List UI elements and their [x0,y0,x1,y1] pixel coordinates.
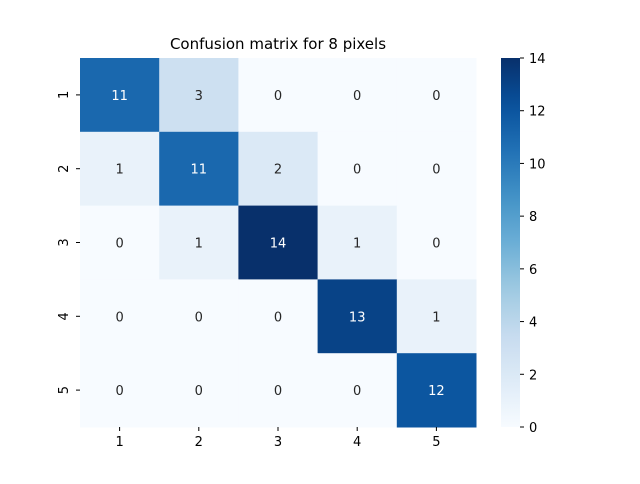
y-tick-label-2: 2 [57,165,72,173]
heatmap-cell-r5-c1 [80,353,160,428]
heatmap-cell-r2-c3 [238,131,319,207]
y-tick-label-1: 1 [57,91,72,99]
heatmap-cell-r3-c2 [159,205,239,280]
cell-value-label-r5-c1: 0 [115,384,123,399]
cell-value-label-r5-c4: 0 [353,384,361,399]
heatmap-cell-r4-c3 [238,279,319,354]
heatmap-cell-r1-c1 [80,58,160,133]
colorbar-tick-label-14: 14 [529,52,546,67]
heatmap-cell-r5-c3 [238,353,319,428]
x-tick-label-4: 4 [353,435,361,450]
heatmap-cell-r2-c1 [80,131,160,207]
cell-value-label-r5-c2: 0 [195,384,203,399]
colorbar-tick-label-12: 12 [529,105,546,120]
cell-value-label-r1-c4: 0 [353,89,361,104]
y-axis-ticks: 1 2 3 4 5 [57,91,80,394]
heatmap-cell-r5-c4 [317,353,398,428]
x-tick-label-2: 2 [195,435,203,450]
cell-value-label-r3-c2: 1 [195,237,203,252]
cell-value-label-r1-c3: 0 [274,89,282,104]
cell-value-label-r2-c5: 0 [432,163,440,178]
cell-value-label-r3-c5: 0 [432,237,440,252]
y-tick-label-5: 5 [57,386,72,394]
cell-value-label-r4-c2: 0 [195,310,203,325]
y-tick-label-3: 3 [57,238,72,246]
cell-value-label-r2-c3: 2 [274,163,282,178]
colorbar-gradient [501,58,520,427]
colorbar-tick-label-0: 0 [529,421,537,436]
cell-value-label-r3-c4: 1 [353,237,361,252]
x-tick-label-5: 5 [432,435,440,450]
cell-value-label-r1-c1: 11 [111,89,128,104]
x-tick-label-1: 1 [115,435,123,450]
y-tick-label-4: 4 [57,312,72,320]
colorbar-tick-label-8: 8 [529,210,537,225]
cell-value-label-r3-c3: 14 [270,237,287,252]
heatmap-cell-r1-c3 [238,58,319,133]
cell-value-label-r4-c3: 0 [274,310,282,325]
heatmap-cell-r1-c5 [396,58,477,133]
heatmap-cell-r2-c2 [159,131,239,207]
heatmap-cell-r3-c1 [80,205,160,280]
heatmap-cell-r2-c4 [317,131,398,207]
heatmap-cell-r1-c2 [159,58,239,133]
cell-value-label-r5-c3: 0 [274,384,282,399]
heatmap-cell-r3-c4 [317,205,398,280]
heatmap-cell-r4-c2 [159,279,239,354]
cell-value-label-r2-c4: 0 [353,163,361,178]
heatmap-cell-r5-c5 [396,353,477,428]
heatmap-cell-r4-c1 [80,279,160,354]
colorbar: 0 2 4 6 8 10 12 14 [501,52,546,436]
colorbar-tick-label-10: 10 [529,157,546,172]
heatmap-grid: 11 3 0 0 01 11 2 0 00 1 14 1 00 0 0 13 10 0 0 0 12 [80,58,477,428]
cell-value-label-r4-c4: 13 [349,310,366,325]
colorbar-tick-label-2: 2 [529,368,537,383]
heatmap-cell-r2-c5 [396,131,477,207]
x-axis-ticks: 1 2 3 4 5 [115,427,441,450]
heatmap-cell-r3-c5 [396,205,477,280]
cell-value-label-r5-c5: 12 [428,384,445,399]
cell-value-label-r1-c2: 3 [195,89,203,104]
cell-value-label-r4-c5: 1 [432,310,440,325]
colorbar-tick-label-4: 4 [529,316,537,331]
colorbar-tick-label-6: 6 [529,263,537,278]
cell-value-label-r2-c1: 1 [115,163,123,178]
x-tick-label-3: 3 [274,435,282,450]
cell-value-label-r2-c2: 11 [191,163,208,178]
chart-title: Confusion matrix for 8 pixels [170,35,386,53]
heatmap-cell-r1-c4 [317,58,398,133]
cell-value-label-r1-c5: 0 [432,89,440,104]
heatmap-cell-r4-c5 [396,279,477,354]
cell-value-label-r3-c1: 0 [115,237,123,252]
heatmap-cell-r4-c4 [317,279,398,354]
heatmap-cell-r3-c3 [238,205,319,280]
cell-value-label-r4-c1: 0 [115,310,123,325]
heatmap-cell-r5-c2 [159,353,239,428]
